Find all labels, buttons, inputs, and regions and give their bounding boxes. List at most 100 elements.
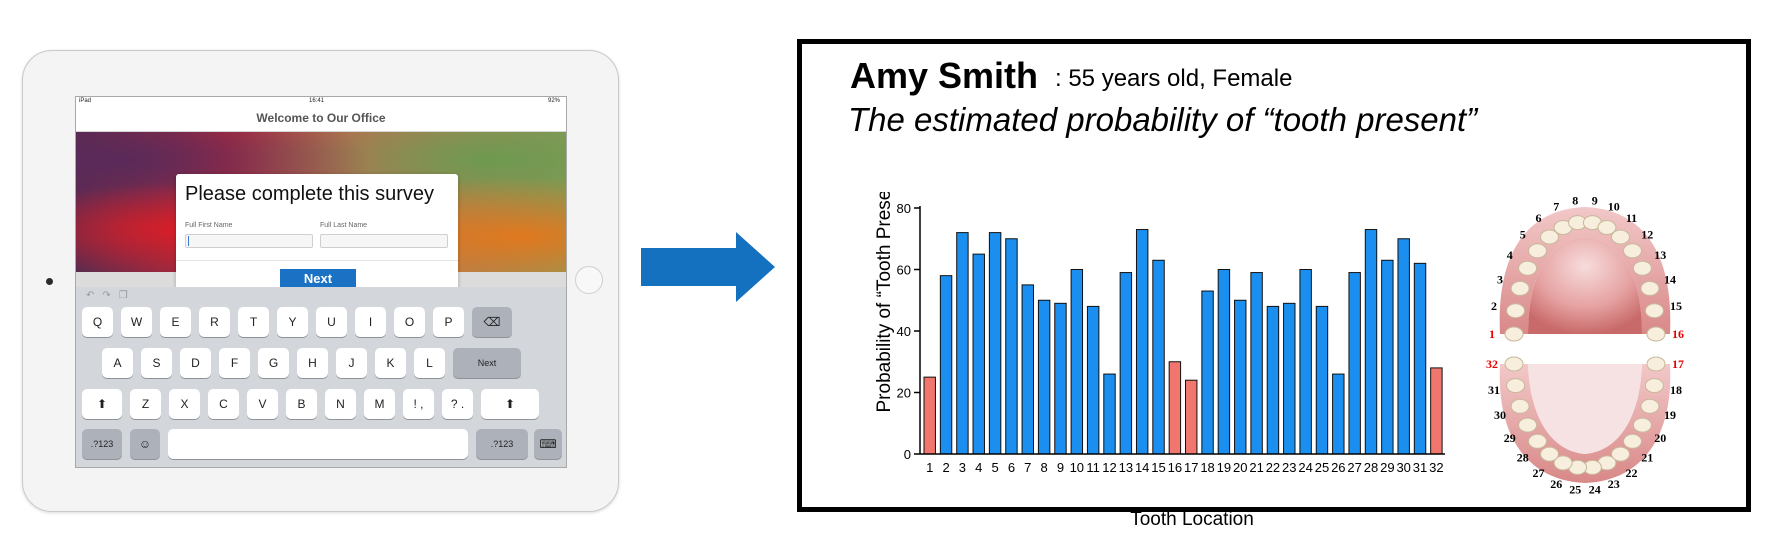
tooth-probability-chart: Probability of “Tooth Present” Tooth Loc… bbox=[874, 192, 1445, 530]
key-s[interactable]: S bbox=[141, 348, 172, 378]
next-button[interactable]: Next bbox=[280, 269, 356, 288]
key-i[interactable]: I bbox=[355, 307, 386, 337]
key-u[interactable]: U bbox=[316, 307, 347, 337]
tooth-number-16: 16 bbox=[1672, 327, 1684, 341]
shift-left-key[interactable]: ⬆ bbox=[82, 389, 122, 419]
bar-tooth-5 bbox=[988, 232, 1002, 455]
tooth-number-17: 17 bbox=[1672, 357, 1684, 371]
probability-title: The estimated probability of “tooth pres… bbox=[848, 101, 1478, 138]
tooth-number-27: 27 bbox=[1533, 466, 1545, 480]
x-tick-label: 23 bbox=[1282, 460, 1296, 475]
key-f[interactable]: F bbox=[219, 348, 250, 378]
paste-icon[interactable]: ❐ bbox=[118, 290, 128, 301]
tooth-number-15: 15 bbox=[1670, 299, 1682, 313]
y-axis-label: Probability of “Tooth Present” bbox=[874, 192, 895, 413]
tooth-number-29: 29 bbox=[1504, 431, 1516, 445]
key-p[interactable]: P bbox=[433, 307, 464, 337]
teeth-group bbox=[1504, 215, 1666, 475]
tooth-number-26: 26 bbox=[1550, 477, 1562, 491]
redo-icon[interactable]: ↷ bbox=[102, 290, 111, 301]
y-tick-label: 40 bbox=[897, 324, 911, 339]
x-tick-label: 16 bbox=[1168, 460, 1182, 475]
x-tick-label: 10 bbox=[1070, 460, 1084, 475]
status-battery: 92% bbox=[547, 98, 560, 104]
home-button[interactable] bbox=[575, 266, 603, 294]
bar-tooth-3 bbox=[956, 232, 969, 455]
bar-tooth-7 bbox=[1021, 284, 1034, 455]
tooth-number-11: 11 bbox=[1626, 211, 1637, 225]
key-j[interactable]: J bbox=[336, 348, 367, 378]
key-row3-0[interactable]: Z bbox=[130, 389, 161, 419]
bar-tooth-29 bbox=[1381, 259, 1394, 455]
key-l[interactable]: L bbox=[414, 348, 445, 378]
numbers-key-right[interactable]: .?123 bbox=[476, 429, 528, 459]
key-e[interactable]: E bbox=[160, 307, 191, 337]
key-h[interactable]: H bbox=[297, 348, 328, 378]
tooth-number-7: 7 bbox=[1553, 200, 1559, 214]
tooth-6 bbox=[1540, 229, 1559, 245]
x-tick-label: 2 bbox=[942, 460, 949, 475]
x-tick-label: 18 bbox=[1200, 460, 1214, 475]
tooth-number-25: 25 bbox=[1569, 482, 1581, 496]
space-bar[interactable] bbox=[168, 429, 468, 459]
key-q[interactable]: Q bbox=[82, 307, 113, 337]
arrow-shape bbox=[641, 232, 775, 302]
wallpaper: Please complete this survey Full First N… bbox=[76, 132, 566, 294]
tooth-number-9: 9 bbox=[1592, 194, 1598, 208]
key-row3-1[interactable]: X bbox=[169, 389, 200, 419]
last-name-field[interactable] bbox=[320, 234, 448, 248]
bar-tooth-26 bbox=[1332, 373, 1345, 455]
bar-tooth-32 bbox=[1430, 367, 1443, 455]
bar-tooth-9 bbox=[1054, 302, 1067, 455]
key-row3-5[interactable]: N bbox=[325, 389, 356, 419]
bar-tooth-6 bbox=[1005, 238, 1018, 455]
tooth-31 bbox=[1506, 378, 1526, 394]
key-w[interactable]: W bbox=[121, 307, 152, 337]
emoji-key[interactable]: ☺ bbox=[130, 429, 160, 459]
x-tick-label: 5 bbox=[991, 460, 998, 475]
first-name-field[interactable] bbox=[185, 234, 313, 248]
tooth-18 bbox=[1644, 378, 1664, 394]
x-tick-label: 14 bbox=[1135, 460, 1149, 475]
tooth-number-24: 24 bbox=[1589, 482, 1601, 496]
x-tick-label: 6 bbox=[1008, 460, 1015, 475]
undo-icon[interactable]: ↶ bbox=[86, 290, 95, 301]
x-tick-label: 15 bbox=[1151, 460, 1165, 475]
key-y[interactable]: Y bbox=[277, 307, 308, 337]
x-tick-label: 31 bbox=[1413, 460, 1427, 475]
tooth-22 bbox=[1611, 446, 1630, 462]
patient-details: : 55 years old, Female bbox=[1055, 65, 1293, 92]
tooth-number-3: 3 bbox=[1497, 273, 1503, 287]
tooth-21 bbox=[1623, 433, 1642, 449]
bar-tooth-23 bbox=[1283, 302, 1296, 455]
key-g[interactable]: G bbox=[258, 348, 289, 378]
ipad-device: iPad 16:41 92% Welcome to Our Office Ple… bbox=[22, 50, 619, 512]
shift-right-key[interactable]: ⬆ bbox=[481, 389, 539, 419]
key-a[interactable]: A bbox=[102, 348, 133, 378]
next-key[interactable]: Next bbox=[453, 348, 521, 378]
key-k[interactable]: K bbox=[375, 348, 406, 378]
hide-keyboard-key[interactable]: ⌨ bbox=[534, 429, 562, 459]
backspace-key[interactable]: ⌫ bbox=[472, 307, 512, 337]
x-axis-label: Tooth Location bbox=[1130, 509, 1254, 530]
key-d[interactable]: D bbox=[180, 348, 211, 378]
bar-tooth-25 bbox=[1315, 305, 1329, 455]
key-o[interactable]: O bbox=[394, 307, 425, 337]
key-row3-7[interactable]: ! , bbox=[403, 389, 434, 419]
nav-title: Welcome to Our Office bbox=[76, 107, 566, 132]
patient-name: Amy Smith bbox=[850, 55, 1039, 96]
numbers-key-left[interactable]: .?123 bbox=[82, 429, 122, 459]
tooth-1 bbox=[1504, 326, 1524, 342]
key-row3-8[interactable]: ? . bbox=[442, 389, 473, 419]
key-row3-6[interactable]: M bbox=[364, 389, 395, 419]
key-row3-4[interactable]: B bbox=[286, 389, 317, 419]
bar-tooth-13 bbox=[1119, 272, 1133, 455]
x-tick-label: 4 bbox=[975, 460, 982, 475]
key-row3-2[interactable]: C bbox=[208, 389, 239, 419]
x-tick-label: 9 bbox=[1057, 460, 1064, 475]
key-t[interactable]: T bbox=[238, 307, 269, 337]
key-r[interactable]: R bbox=[199, 307, 230, 337]
key-row3-3[interactable]: V bbox=[247, 389, 278, 419]
tooth-number-1: 1 bbox=[1489, 327, 1495, 341]
tooth-29 bbox=[1518, 417, 1538, 433]
